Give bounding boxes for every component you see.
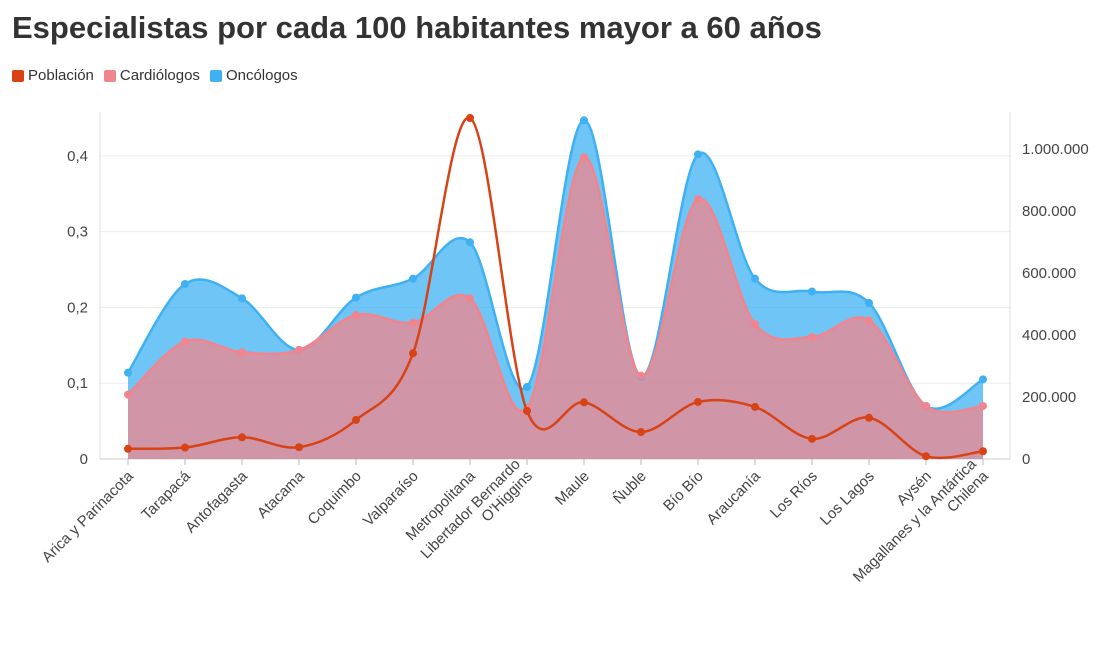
point-poblacion-1 [181,443,189,452]
point-cardiólogos-12 [808,332,816,341]
point-poblacion-11 [751,402,759,411]
point-poblacion-15 [979,447,987,456]
point-cardiólogos-0 [124,390,132,399]
point-poblacion-12 [808,434,816,443]
point-cardiólogos-10 [694,195,702,204]
y-right-tick-label-5: 1.000.000 [1022,141,1089,158]
x-tick-label-8: Maule [552,468,593,509]
legend-label-poblacion: Población [28,67,94,84]
x-tick-label-12: Los Ríos [767,468,821,522]
legend: Población Cardiólogos Oncólogos [12,67,298,84]
x-tick-label-5: Valparaíso [360,468,422,530]
point-poblacion-6 [466,114,474,122]
point-oncólogos-7 [523,383,531,392]
point-oncólogos-1 [181,279,189,288]
legend-item-cardiologos[interactable]: Cardiólogos [103,67,200,84]
point-cardiólogos-4 [352,311,360,320]
point-oncólogos-12 [808,287,816,296]
x-tick-label-11: Araucanía [703,467,764,528]
y-left-tick-label-4: 0,4 [67,148,88,165]
area-cardiólogos [128,157,983,459]
x-tick-label-9: Ñuble [610,468,650,508]
point-cardiólogos-15 [979,401,987,410]
point-cardiólogos-3 [295,345,303,354]
point-oncólogos-0 [124,368,132,377]
point-cardiólogos-13 [865,316,873,325]
point-poblacion-5 [409,349,417,358]
point-cardiólogos-9 [637,371,645,380]
point-oncólogos-13 [865,298,873,307]
legend-item-oncologos[interactable]: Oncólogos [209,67,298,84]
point-poblacion-2 [238,433,246,442]
point-oncólogos-6 [466,238,474,247]
y-left-tick-label-1: 0,1 [67,375,88,392]
point-poblacion-0 [124,444,132,453]
point-oncólogos-8 [580,116,588,125]
x-tick-label-3: Atacama [254,467,308,521]
legend-label-cardiologos: Cardiólogos [119,67,200,84]
x-tick-label-10: Bío Bío [660,468,707,515]
x-tick-label-0: Arica y Parinacota [39,467,138,566]
legend-label-oncologos: Oncólogos [225,67,298,84]
y-right-tick-label-2: 400.000 [1022,327,1076,344]
y-right-tick-label-3: 600.000 [1022,265,1076,282]
point-oncólogos-15 [979,375,987,384]
chart-title: Especialistas por cada 100 habitantes ma… [12,10,822,45]
x-tick-label-4: Coquimbo [304,468,364,528]
point-poblacion-8 [580,398,588,407]
y-left-tick-label-3: 0,3 [67,224,88,241]
y-left-tick-label-0: 0 [80,451,88,468]
point-cardiólogos-8 [580,153,588,162]
x-tick-label-1: Tarapacá [138,467,194,523]
point-poblacion-9 [637,428,645,437]
point-cardiólogos-5 [409,318,417,327]
point-cardiólogos-6 [466,294,474,303]
legend-swatch-cardiologos [103,69,116,82]
point-oncólogos-11 [751,274,759,283]
point-poblacion-7 [523,406,531,415]
point-poblacion-3 [295,443,303,452]
y-right-tick-label-0: 0 [1022,451,1030,468]
point-oncólogos-5 [409,274,417,283]
legend-swatch-oncologos [209,69,222,82]
legend-item-poblacion[interactable]: Población [12,67,94,84]
x-tick-label-13: Los Lagos [817,468,878,529]
point-cardiólogos-1 [181,337,189,346]
point-cardiólogos-2 [238,348,246,357]
point-oncólogos-2 [238,294,246,303]
point-cardiólogos-14 [922,401,930,410]
point-cardiólogos-11 [751,320,759,329]
legend-swatch-poblacion [12,69,24,82]
point-poblacion-13 [865,413,873,422]
y-left-tick-label-2: 0,2 [67,299,88,316]
point-oncólogos-10 [694,150,702,159]
y-right-tick-label-1: 200.000 [1022,389,1076,406]
x-tick-label-2: Antofagasta [182,467,251,536]
point-oncólogos-4 [352,293,360,302]
y-right-tick-label-4: 800.000 [1022,203,1076,220]
point-poblacion-14 [922,452,930,461]
point-poblacion-4 [352,415,360,424]
point-poblacion-10 [694,397,702,406]
